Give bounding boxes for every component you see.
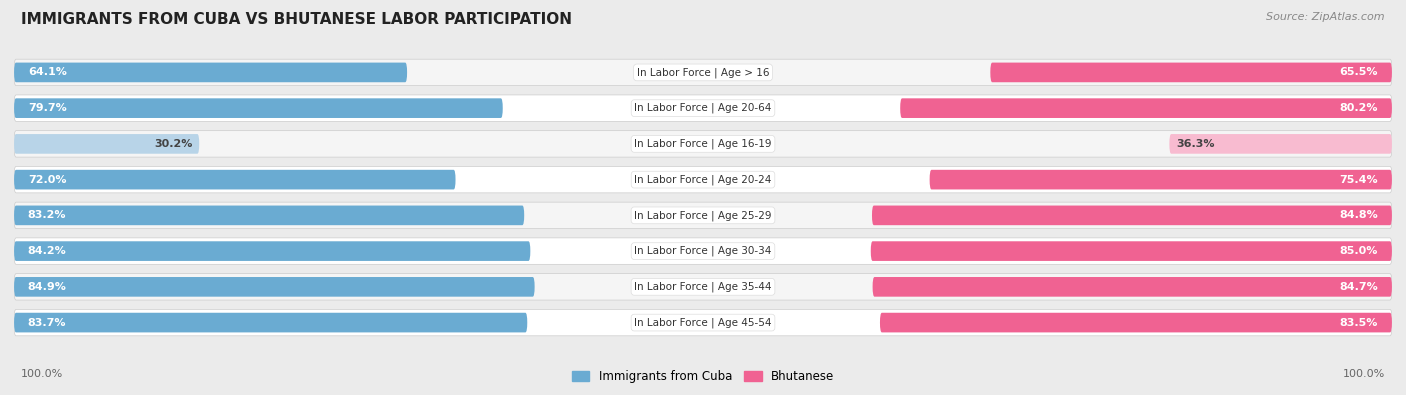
FancyBboxPatch shape: [14, 131, 1392, 157]
FancyBboxPatch shape: [14, 274, 1392, 300]
Text: 85.0%: 85.0%: [1340, 246, 1378, 256]
FancyBboxPatch shape: [14, 62, 408, 82]
Text: 30.2%: 30.2%: [155, 139, 193, 149]
Text: In Labor Force | Age 25-29: In Labor Force | Age 25-29: [634, 210, 772, 221]
FancyBboxPatch shape: [872, 205, 1392, 225]
Text: 84.8%: 84.8%: [1340, 211, 1378, 220]
Text: IMMIGRANTS FROM CUBA VS BHUTANESE LABOR PARTICIPATION: IMMIGRANTS FROM CUBA VS BHUTANESE LABOR …: [21, 12, 572, 27]
Text: 79.7%: 79.7%: [28, 103, 66, 113]
Text: 64.1%: 64.1%: [28, 68, 66, 77]
Text: In Labor Force | Age 20-24: In Labor Force | Age 20-24: [634, 174, 772, 185]
FancyBboxPatch shape: [873, 277, 1392, 297]
Legend: Immigrants from Cuba, Bhutanese: Immigrants from Cuba, Bhutanese: [568, 367, 838, 387]
Text: 65.5%: 65.5%: [1340, 68, 1378, 77]
Text: Source: ZipAtlas.com: Source: ZipAtlas.com: [1267, 12, 1385, 22]
FancyBboxPatch shape: [929, 170, 1392, 190]
Text: 83.2%: 83.2%: [28, 211, 66, 220]
Text: In Labor Force | Age 20-64: In Labor Force | Age 20-64: [634, 103, 772, 113]
FancyBboxPatch shape: [14, 313, 527, 333]
FancyBboxPatch shape: [14, 95, 1392, 121]
FancyBboxPatch shape: [14, 241, 530, 261]
Text: 83.7%: 83.7%: [28, 318, 66, 327]
Text: 84.2%: 84.2%: [28, 246, 66, 256]
Text: 100.0%: 100.0%: [21, 369, 63, 379]
Text: In Labor Force | Age > 16: In Labor Force | Age > 16: [637, 67, 769, 78]
FancyBboxPatch shape: [14, 170, 456, 190]
Text: 36.3%: 36.3%: [1177, 139, 1215, 149]
FancyBboxPatch shape: [14, 134, 200, 154]
FancyBboxPatch shape: [900, 98, 1392, 118]
Text: In Labor Force | Age 45-54: In Labor Force | Age 45-54: [634, 317, 772, 328]
FancyBboxPatch shape: [14, 202, 1392, 229]
FancyBboxPatch shape: [14, 205, 524, 225]
Text: In Labor Force | Age 35-44: In Labor Force | Age 35-44: [634, 282, 772, 292]
Text: 80.2%: 80.2%: [1340, 103, 1378, 113]
Text: In Labor Force | Age 16-19: In Labor Force | Age 16-19: [634, 139, 772, 149]
FancyBboxPatch shape: [990, 62, 1392, 82]
Text: In Labor Force | Age 30-34: In Labor Force | Age 30-34: [634, 246, 772, 256]
FancyBboxPatch shape: [14, 98, 503, 118]
Text: 84.9%: 84.9%: [28, 282, 66, 292]
FancyBboxPatch shape: [14, 277, 534, 297]
FancyBboxPatch shape: [1170, 134, 1392, 154]
FancyBboxPatch shape: [14, 59, 1392, 86]
FancyBboxPatch shape: [14, 166, 1392, 193]
FancyBboxPatch shape: [14, 238, 1392, 264]
FancyBboxPatch shape: [14, 309, 1392, 336]
Text: 75.4%: 75.4%: [1340, 175, 1378, 184]
FancyBboxPatch shape: [870, 241, 1392, 261]
Text: 84.7%: 84.7%: [1340, 282, 1378, 292]
Text: 83.5%: 83.5%: [1340, 318, 1378, 327]
FancyBboxPatch shape: [880, 313, 1392, 333]
Text: 72.0%: 72.0%: [28, 175, 66, 184]
Text: 100.0%: 100.0%: [1343, 369, 1385, 379]
